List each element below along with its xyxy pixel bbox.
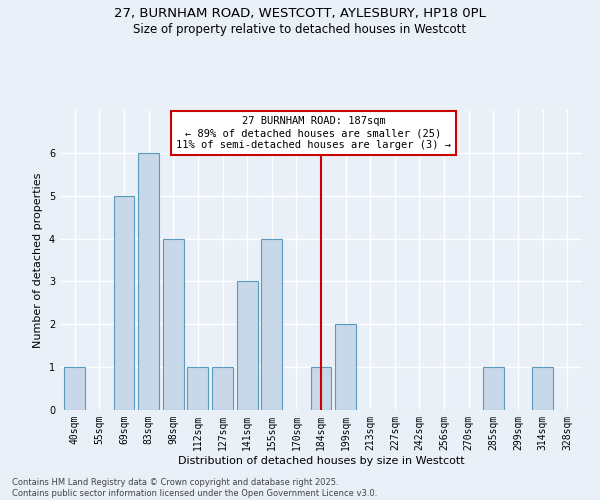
Bar [212, 367, 233, 410]
Text: 27 BURNHAM ROAD: 187sqm
← 89% of detached houses are smaller (25)
11% of semi-de: 27 BURNHAM ROAD: 187sqm ← 89% of detache… [176, 116, 451, 150]
Bar [335, 324, 356, 410]
Bar [163, 238, 184, 410]
Y-axis label: Number of detached properties: Number of detached properties [34, 172, 43, 348]
Bar [236, 282, 257, 410]
Bar [187, 367, 208, 410]
X-axis label: Distribution of detached houses by size in Westcott: Distribution of detached houses by size … [178, 456, 464, 466]
Bar [311, 367, 331, 410]
Bar [64, 367, 85, 410]
Bar [113, 196, 134, 410]
Bar [261, 238, 282, 410]
Bar [532, 367, 553, 410]
Bar [138, 153, 159, 410]
Text: Contains HM Land Registry data © Crown copyright and database right 2025.
Contai: Contains HM Land Registry data © Crown c… [12, 478, 377, 498]
Bar [483, 367, 504, 410]
Text: 27, BURNHAM ROAD, WESTCOTT, AYLESBURY, HP18 0PL: 27, BURNHAM ROAD, WESTCOTT, AYLESBURY, H… [114, 8, 486, 20]
Text: Size of property relative to detached houses in Westcott: Size of property relative to detached ho… [133, 22, 467, 36]
